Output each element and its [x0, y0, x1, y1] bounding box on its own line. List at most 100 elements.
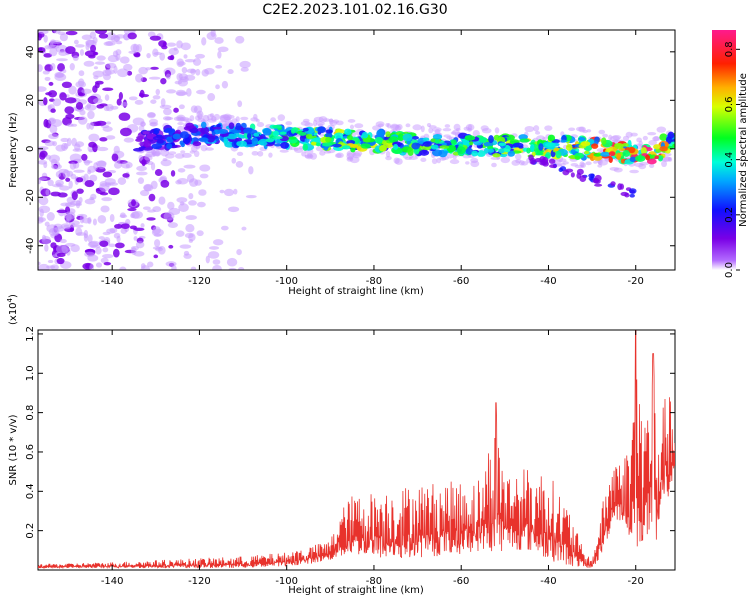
noise-blob [167, 55, 174, 61]
noise-blob [227, 69, 234, 75]
noise-blob [108, 243, 116, 248]
noise-blob [208, 246, 220, 250]
noise-blob [89, 263, 94, 270]
ridge-blob [544, 153, 550, 158]
noise-blob [65, 46, 76, 54]
noise-blob [118, 112, 131, 121]
noise-blob [163, 211, 175, 221]
ridge-blob [298, 131, 307, 136]
branch-blob [629, 193, 635, 198]
noise-blob [142, 206, 151, 211]
noise-blob [72, 55, 79, 61]
noise-blob [86, 122, 91, 130]
ridge-halo-blob [535, 131, 541, 135]
noise-blob [61, 81, 72, 89]
noise-blob [238, 267, 245, 270]
branch-blob [540, 159, 549, 166]
noise-blob [38, 217, 46, 222]
noise-blob [96, 146, 109, 152]
noise-blob [99, 192, 109, 196]
ridge-halo-blob [491, 162, 497, 168]
noise-blob [38, 263, 50, 270]
ridge-blob [361, 131, 369, 139]
ridge-halo-blob [372, 125, 382, 131]
noise-blob [59, 185, 70, 191]
noise-blob [149, 35, 162, 41]
noise-blob [190, 266, 197, 270]
branch-blob [610, 181, 616, 186]
ridge-blob [164, 127, 173, 133]
noise-blob [150, 66, 159, 70]
spectrogram-frame [37, 29, 676, 271]
branch-blob [570, 172, 575, 178]
noise-blob [89, 174, 98, 182]
noise-blob [127, 208, 137, 212]
branch-blob [548, 158, 556, 164]
noise-blob [135, 241, 145, 249]
ridge-halo-blob [349, 124, 355, 130]
ridge-blob [411, 135, 419, 140]
noise-blob [94, 120, 107, 126]
ridge-halo-blob [465, 161, 470, 165]
noise-blob [133, 53, 141, 58]
ridge-halo-blob [240, 116, 249, 121]
noise-blob [117, 68, 129, 78]
noise-blob [52, 140, 58, 147]
noise-blob [177, 177, 189, 185]
noise-blob [56, 209, 68, 214]
ridge-halo-blob [405, 123, 411, 128]
noise-blob [83, 60, 95, 67]
ridge-blob [659, 146, 668, 152]
noise-blob [71, 222, 76, 228]
noise-blob [48, 117, 57, 125]
y-tick-label: 0.8 [25, 405, 36, 421]
ridge-blob [346, 139, 356, 145]
noise-blob [48, 81, 54, 86]
ridge-halo-blob [386, 123, 391, 129]
ridge-blob [305, 133, 313, 139]
noise-blob [79, 109, 86, 116]
noise-blob [176, 40, 183, 49]
noise-blob [148, 193, 156, 202]
noise-blob [56, 58, 68, 62]
ridge-blob [397, 133, 404, 142]
snr-multiplier: (x104) [6, 294, 19, 325]
noise-blob [237, 100, 243, 108]
noise-blob [132, 44, 138, 52]
ridge-blob [635, 155, 646, 162]
ridge-blob [608, 156, 613, 163]
noise-blob [196, 89, 206, 95]
ridge-halo-blob [661, 160, 668, 168]
noise-blob [75, 227, 83, 236]
noise-blob [81, 88, 92, 94]
ridge-blob [469, 141, 474, 146]
ridge-halo-blob [253, 113, 258, 120]
ridge-blob [280, 141, 290, 149]
noise-blob [43, 97, 48, 106]
ridge-blob [172, 133, 182, 140]
y-tick-label: 1.0 [25, 365, 36, 381]
colorbar-tick-label: 0.6 [724, 97, 735, 113]
noise-blob [41, 234, 47, 241]
ridge-blob [317, 126, 326, 134]
noise-blob [55, 144, 66, 152]
noise-blob [70, 244, 80, 253]
noise-blob [108, 187, 120, 196]
ridge-halo-blob [612, 135, 622, 140]
ridge-blob [212, 126, 222, 130]
colorbar: 0.0 0.2 0.4 0.6 0.8 Normalized spectral ampl… [712, 30, 749, 278]
noise-blob [181, 152, 192, 158]
branch-blob [562, 169, 570, 176]
ridge-blob [450, 139, 457, 145]
ridge-blob [362, 137, 371, 143]
noise-blob [47, 179, 54, 187]
ridge-blob [214, 129, 219, 134]
noise-blob [102, 247, 109, 253]
noise-blob [141, 158, 146, 167]
ridge-blob [498, 142, 507, 147]
spectrogram-xlabel: Height of straight line (km) [288, 286, 424, 297]
noise-blob [190, 68, 196, 75]
noise-blob [179, 244, 192, 249]
noise-blob [83, 233, 89, 242]
ridge-halo-blob [173, 116, 182, 121]
